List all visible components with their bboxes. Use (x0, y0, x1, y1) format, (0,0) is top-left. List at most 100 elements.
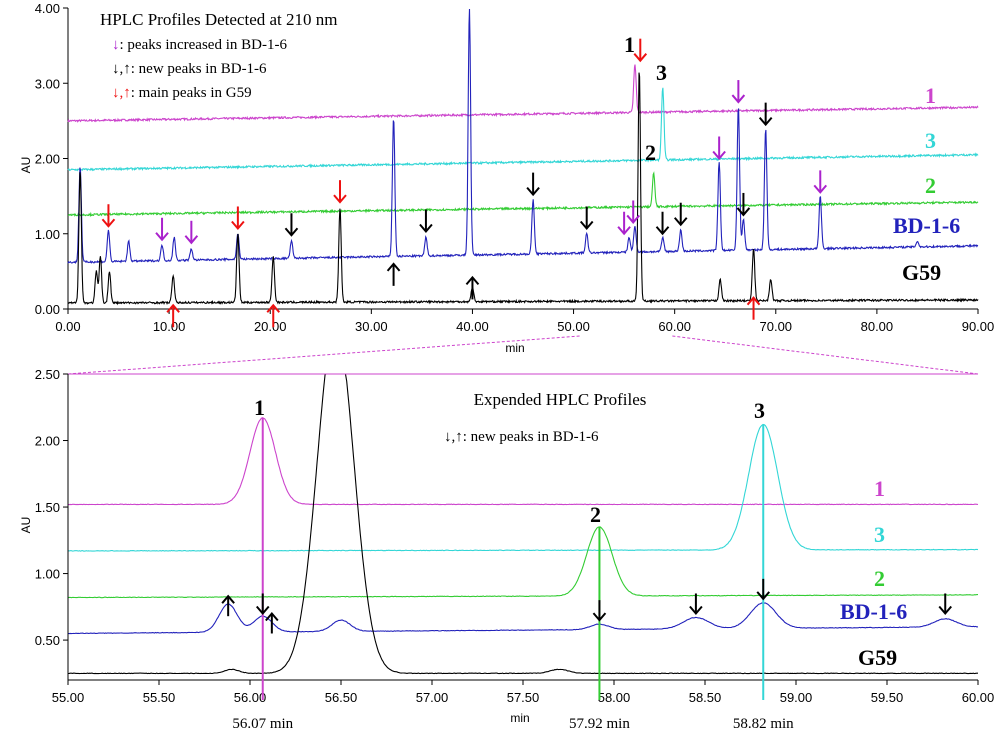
x-tick-label: 57.00 (416, 690, 449, 705)
x-tick-label: 58.00 (598, 690, 631, 705)
arrow-up-icon (386, 262, 401, 272)
legend-row-1: ↓: peaks increased in BD-1-6 (112, 37, 287, 53)
bottom-subtitle-symbol: ↓,↑ (444, 429, 463, 445)
top-line-bd-1-6 (67, 8, 979, 265)
arrow-down-icon (736, 207, 751, 217)
x-tick-label: 56.50 (325, 690, 358, 705)
arrow-down-icon (673, 217, 688, 227)
y-tick-label: 3.00 (35, 76, 60, 91)
bottom-label-bd: BD-1-6 (840, 599, 907, 624)
arrow-down-icon (617, 226, 631, 236)
legend-3-symbol: ↓,↑ (112, 85, 131, 101)
y-tick-label: 2.00 (35, 152, 60, 167)
arrow-down-icon (712, 150, 726, 161)
arrow-down-icon (231, 220, 245, 231)
zoom-connector-right (671, 335, 979, 375)
top-line-1 (67, 64, 979, 123)
y-tick-label: 0.50 (35, 633, 60, 648)
top-label-g59: G59 (902, 260, 941, 285)
x-tick-label: 55.00 (52, 690, 85, 705)
x-tick-label: 40.00 (456, 319, 489, 334)
arrow-down-icon (758, 116, 773, 127)
bottom-y-label: AU (19, 517, 33, 534)
legend-row-3: ↓,↑: main peaks in G59 (112, 85, 252, 101)
arrow-down-icon (155, 232, 169, 242)
top-line-g59 (67, 72, 979, 306)
marker-label-3: 58.82 min (733, 716, 794, 732)
arrow-up-icon (221, 594, 235, 604)
x-tick-label: 60.00 (658, 319, 691, 334)
arrow-down-icon (284, 227, 299, 237)
marker-label-2: 57.92 min (569, 716, 630, 732)
top-label-1: 1 (925, 83, 936, 108)
top-line-2 (67, 171, 979, 218)
bottom-title: Expended HPLC Profiles (474, 390, 647, 409)
top-peak-num-3: 3 (656, 60, 667, 85)
top-x-label: min (505, 341, 524, 355)
top-panel: 0.00 10.00 20.00 30.00 40.00 50.00 60.00 70.00 8… (19, 1, 994, 355)
bottom-y-ticks: 0.50 1.00 1.50 2.00 2.50 (35, 367, 68, 648)
arrow-up-icon (465, 275, 480, 286)
legend-1-text: : peaks increased in BD-1-6 (120, 37, 288, 53)
y-tick-label: 0.00 (35, 302, 60, 317)
top-y-label: AU (19, 157, 33, 174)
x-tick-label: 57.50 (507, 690, 540, 705)
legend-2-text: : new peaks in BD-1-6 (131, 61, 267, 77)
arrow-down-icon (526, 186, 540, 197)
bottom-line-1 (67, 417, 979, 506)
arrow-down-icon (731, 94, 746, 104)
bottom-peak-num-1: 1 (254, 395, 265, 420)
arrow-down-icon (255, 605, 270, 616)
bottom-line-bd-1-6 (67, 602, 979, 635)
legend-1-symbol: ↓ (112, 37, 120, 53)
arrow-up-icon (166, 303, 180, 313)
top-peak-num-2: 2 (645, 140, 656, 165)
arrow-down-icon (184, 235, 199, 245)
y-tick-label: 1.00 (35, 227, 60, 242)
top-peak-num-1: 1 (624, 32, 635, 57)
arrow-down-icon (655, 226, 670, 236)
arrow-down-icon (333, 194, 347, 204)
marker-label-1: 56.07 min (232, 716, 293, 732)
arrow-down-icon (689, 605, 703, 616)
zoom-connector-left (67, 335, 581, 375)
bottom-label-1: 1 (874, 476, 885, 501)
bottom-label-g59: G59 (858, 645, 897, 670)
top-title: HPLC Profiles Detected at 210 nm (100, 10, 338, 29)
bottom-x-ticks: 55.00 55.50 56.00 56.50 57.00 57.50 58.00 58.50… (52, 680, 994, 705)
y-tick-label: 2.00 (35, 434, 60, 449)
x-tick-label: 20.00 (254, 319, 287, 334)
bottom-x-label: min (510, 711, 529, 725)
y-tick-label: 2.50 (35, 367, 60, 382)
bottom-subtitle: ↓,↑: new peaks in BD-1-6 (444, 429, 599, 445)
bottom-series-group (67, 373, 979, 675)
arrow-down-icon (419, 223, 433, 234)
arrow-up-icon (265, 611, 279, 622)
x-tick-label: 59.50 (871, 690, 904, 705)
bottom-line-2 (67, 526, 978, 599)
arrow-down-icon (633, 53, 648, 63)
x-tick-label: 59.00 (780, 690, 813, 705)
arrow-up-icon (746, 296, 761, 306)
arrow-down-icon (626, 214, 640, 224)
legend-3-text: : main peaks in G59 (131, 85, 252, 101)
bottom-peak-num-2: 2 (590, 502, 601, 527)
arrow-down-icon (101, 218, 116, 228)
bottom-label-3: 3 (874, 522, 885, 547)
bottom-peak-num-3: 3 (754, 398, 765, 423)
top-label-2: 2 (925, 173, 936, 198)
top-x-ticks: 0.00 10.00 20.00 30.00 40.00 50.00 60.00 70.00 8… (55, 309, 994, 334)
x-tick-label: 90.00 (962, 319, 995, 334)
y-tick-label: 4.00 (35, 1, 60, 16)
y-tick-label: 1.50 (35, 500, 60, 515)
arrow-down-icon (813, 184, 828, 194)
legend-2-symbol: ↓,↑ (112, 61, 131, 77)
legend-row-2: ↓,↑: new peaks in BD-1-6 (112, 61, 267, 77)
top-label-bd: BD-1-6 (893, 213, 960, 238)
bottom-panel: 55.00 55.50 56.00 56.50 57.00 57.50 58.00 58.50… (19, 367, 994, 732)
x-tick-label: 70.00 (760, 319, 793, 334)
y-tick-label: 1.00 (35, 567, 60, 582)
bottom-markers: 56.07 min 57.92 min 58.82 min (232, 417, 794, 732)
top-y-ticks: 0.00 1.00 2.00 3.00 4.00 (35, 1, 68, 317)
